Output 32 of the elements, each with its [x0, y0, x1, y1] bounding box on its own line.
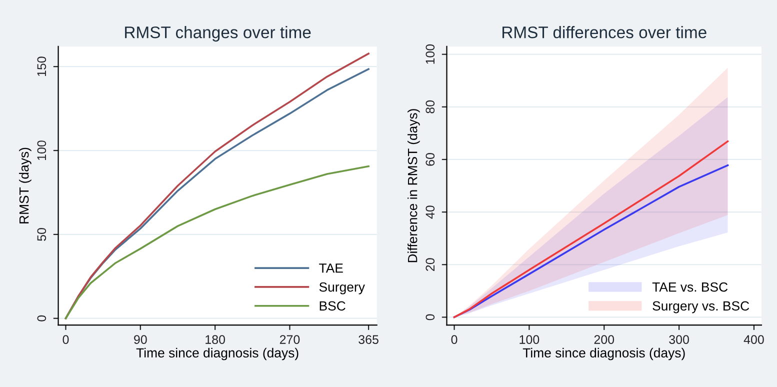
x-tick-label: 300 — [669, 335, 689, 344]
x-tick-label: 100 — [520, 335, 540, 344]
x-tick-label: 270 — [280, 335, 300, 344]
y-tick-label: 100 — [426, 44, 435, 64]
y-tick-label: 150 — [37, 56, 46, 76]
x-tick-label: 0 — [62, 335, 69, 344]
y-tick-label: 80 — [426, 100, 435, 114]
x-tick-label: 90 — [134, 335, 147, 344]
x-axis-title: Time since diagnosis (days) — [522, 348, 685, 360]
legend-label: TAE — [319, 264, 343, 273]
x-tick-label: 400 — [744, 335, 764, 344]
x-tick-label: 365 — [358, 335, 378, 344]
x-tick-label: 200 — [594, 335, 614, 344]
chart-title: RMST differences over time — [502, 26, 706, 38]
y-axis-title: RMST (days) — [19, 148, 32, 224]
line-series — [64, 165, 370, 320]
x-tick-label: 180 — [206, 335, 226, 344]
legend-label: Surgery — [319, 282, 365, 294]
y-tick-label: 0 — [37, 315, 46, 322]
legend-label: TAE vs. BSC — [652, 282, 728, 292]
legend-label: Surgery vs. BSC — [652, 301, 750, 314]
y-tick-label: 40 — [426, 206, 435, 219]
x-axis-title: Time since diagnosis (days) — [136, 348, 298, 360]
y-tick-label: 100 — [37, 140, 46, 160]
chart-title: RMST changes over time — [125, 26, 311, 42]
y-axis-title: Difference in RMST (days) — [408, 109, 420, 262]
legend-label: BSC — [320, 301, 346, 311]
x-tick-label: 0 — [451, 335, 458, 344]
y-tick-label: 60 — [426, 153, 435, 166]
y-tick-label: 0 — [426, 314, 435, 320]
y-tick-label: 20 — [426, 258, 435, 271]
y-tick-label: 50 — [37, 228, 46, 241]
